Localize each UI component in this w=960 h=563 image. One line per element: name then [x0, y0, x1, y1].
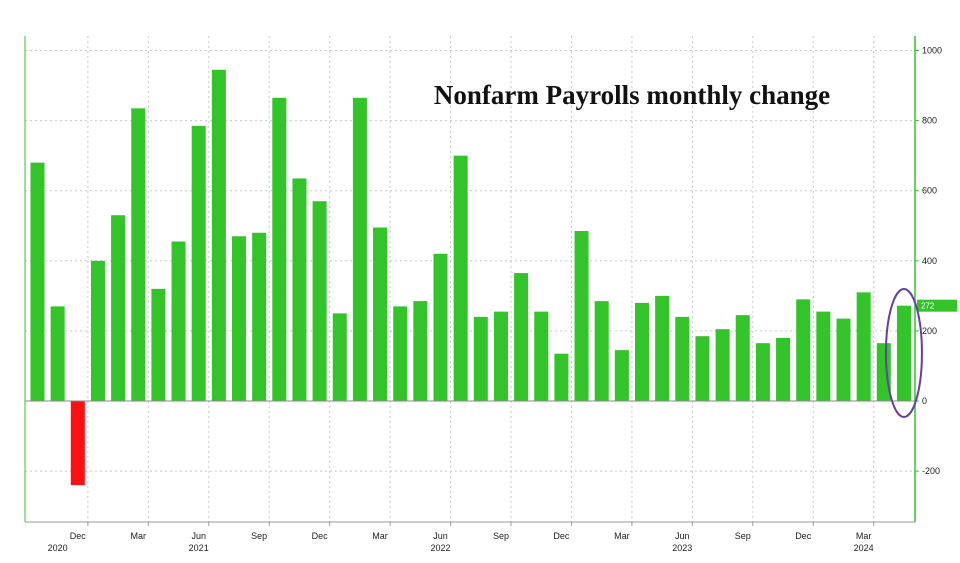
last-value-label: 272	[921, 302, 935, 311]
bar	[272, 97, 287, 401]
bar	[675, 316, 690, 401]
bar	[514, 273, 529, 401]
bar	[30, 162, 45, 401]
bar	[655, 295, 670, 401]
bar	[816, 311, 831, 401]
bar	[252, 232, 267, 401]
bar	[473, 316, 488, 401]
bar	[332, 313, 347, 401]
x-tick-label: Mar	[614, 531, 630, 541]
bar	[433, 253, 448, 401]
axis-layer	[24, 36, 919, 526]
x-tick-label: Dec	[795, 531, 812, 541]
bar	[232, 236, 246, 401]
bar	[735, 315, 750, 401]
x-tick-label: Jun	[675, 531, 690, 541]
bar	[191, 125, 206, 402]
x-year-label: 2023	[672, 543, 692, 553]
bar	[534, 311, 549, 401]
bar	[292, 178, 307, 401]
bar	[836, 318, 851, 401]
bar	[856, 292, 871, 401]
bar	[876, 343, 891, 401]
bar	[131, 108, 146, 402]
y-tick-label: 800	[922, 116, 937, 126]
y-tick-label: 0	[922, 396, 927, 406]
bar	[171, 241, 186, 401]
x-year-label: 2021	[189, 543, 209, 553]
bar	[453, 155, 468, 401]
x-year-label: 2022	[430, 543, 450, 553]
x-tick-label: Dec	[553, 531, 570, 541]
bar	[90, 260, 105, 401]
bar	[755, 343, 770, 401]
y-tick-label: 600	[922, 186, 937, 196]
x-tick-label: Mar	[131, 531, 147, 541]
bar	[896, 305, 911, 401]
y-tick-label: 200	[922, 326, 937, 336]
bar	[776, 337, 791, 401]
x-tick-label: Jun	[433, 531, 448, 541]
bar	[373, 227, 388, 401]
bar	[554, 353, 569, 401]
x-tick-label: Sep	[251, 531, 267, 541]
grid-layer	[25, 36, 915, 522]
bar	[614, 350, 629, 401]
bar	[715, 329, 730, 401]
bar	[211, 69, 226, 401]
bar	[352, 97, 367, 401]
label-layer: 1000 800 600 400 200 0 -200 Dec Mar Jun Sep Dec Mar J…	[48, 46, 957, 553]
bar	[151, 288, 166, 401]
x-tick-label: Mar	[372, 531, 388, 541]
y-tick-label: 400	[922, 256, 937, 266]
bar	[635, 302, 649, 401]
x-tick-label: Jun	[191, 531, 206, 541]
y-tick-label: -200	[922, 466, 940, 476]
x-tick-label: Mar	[856, 531, 872, 541]
bar	[413, 301, 428, 401]
bar	[796, 299, 811, 401]
x-year-label: 2024	[854, 543, 874, 553]
bar	[695, 336, 710, 401]
x-tick-label: Sep	[493, 531, 509, 541]
highlight-ellipse	[884, 288, 923, 418]
bar	[393, 306, 408, 401]
bar	[111, 215, 126, 401]
bars-layer	[30, 69, 911, 486]
bar	[312, 201, 327, 401]
bar	[493, 311, 508, 401]
x-tick-label: Sep	[735, 531, 751, 541]
x-tick-label: Dec	[312, 531, 329, 541]
chart-title: Nonfarm Payrolls monthly change	[434, 80, 830, 110]
x-tick-label: Dec	[70, 531, 87, 541]
bar	[594, 301, 609, 401]
y-tick-label: 1000	[922, 46, 942, 56]
x-year-label: 2020	[48, 543, 68, 553]
bar	[574, 231, 589, 401]
bar	[50, 306, 65, 401]
bar	[70, 401, 85, 486]
last-value-badge	[917, 299, 957, 312]
